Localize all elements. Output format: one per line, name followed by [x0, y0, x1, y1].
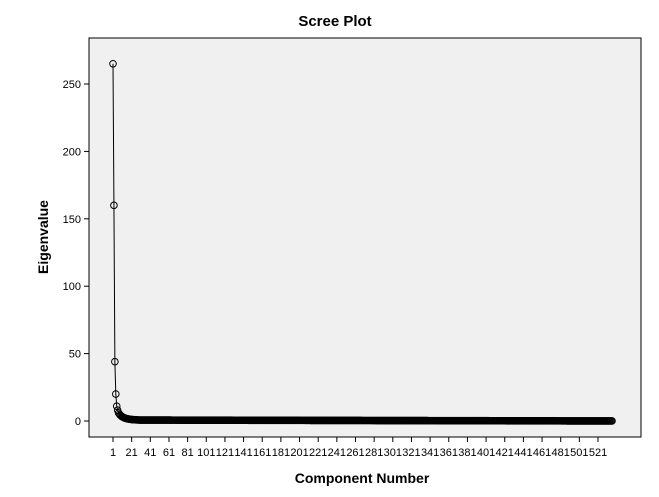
x-axis-ticks: 1 21 41 61 81 101 121 141 161 181 201 221 241 261 281 3…	[110, 437, 607, 459]
x-tick-label: 481	[552, 447, 570, 459]
x-tick-label: 81	[181, 447, 193, 459]
eigenvalue-point	[112, 390, 120, 398]
x-tick-label: 241	[328, 447, 346, 459]
x-tick-label: 61	[163, 447, 175, 459]
x-tick-label: 321	[402, 447, 420, 459]
x-tick-label: 441	[514, 447, 532, 459]
x-tick-label: 361	[440, 447, 458, 459]
eigenvalue-point	[111, 357, 119, 366]
y-tick-label: 150	[63, 214, 81, 226]
plot-area	[88, 37, 642, 438]
y-tick-label: 100	[63, 281, 81, 293]
x-tick-label: 41	[144, 447, 156, 459]
x-tick-label: 521	[589, 447, 607, 459]
x-tick-label: 21	[126, 447, 138, 459]
x-tick-label: 281	[365, 447, 383, 459]
x-tick-label: 181	[272, 447, 290, 459]
x-tick-label: 501	[570, 447, 588, 459]
eigenvalue-series	[109, 59, 616, 425]
x-axis-title: Component Number	[295, 470, 430, 486]
x-tick-label: 161	[253, 447, 271, 459]
x-tick-label: 1	[110, 447, 116, 459]
x-tick-label: 421	[496, 447, 514, 459]
eigenvalue-point	[110, 201, 118, 210]
eigenvalue-point	[112, 402, 121, 410]
x-tick-label: 381	[458, 447, 476, 459]
x-tick-label: 121	[216, 447, 234, 459]
x-tick-label: 461	[533, 447, 551, 459]
y-tick-label: 200	[63, 146, 81, 158]
x-tick-label: 201	[290, 447, 308, 459]
x-tick-label: 301	[384, 447, 402, 459]
chart-title: Scree Plot	[298, 13, 371, 30]
y-tick-label: 250	[63, 79, 81, 91]
y-tick-label: 0	[75, 416, 81, 428]
x-tick-label: 101	[197, 447, 215, 459]
y-axis-title: Eigenvalue	[35, 200, 51, 274]
x-tick-label: 141	[234, 447, 252, 459]
x-tick-label: 401	[477, 447, 495, 459]
eigenvalue-point	[608, 417, 616, 425]
x-tick-label: 261	[346, 447, 364, 459]
x-tick-label: 341	[421, 447, 439, 459]
y-tick-label: 50	[69, 349, 81, 361]
y-axis-ticks: 0 50 100 150 200 250	[63, 79, 89, 428]
eigenvalue-point	[109, 59, 117, 68]
x-tick-label: 221	[309, 447, 327, 459]
